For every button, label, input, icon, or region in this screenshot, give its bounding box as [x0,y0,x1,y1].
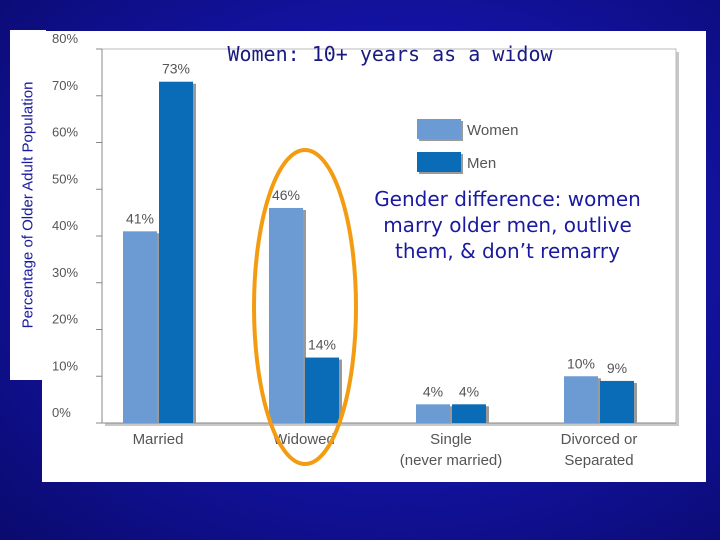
y-tick-label: 0% [52,405,71,420]
legend-label-men: Men [467,155,496,172]
y-tick-label: 40% [52,218,78,233]
legend-swatch-men [417,152,461,172]
bar-women [269,207,303,423]
chart-panel: 0% 10% 20% 30% 40% 50% 60% 70% 80% 41% 73% Married 4… [42,31,706,482]
widowed-highlight-ellipse [252,148,358,466]
annotation-widow-years: Women: 10+ years as a widow [227,42,553,66]
bar-chart: 0% 10% 20% 30% 40% 50% 60% 70% 80% 41% 73% Married 4… [52,31,679,469]
y-tick-label: 10% [52,358,78,373]
x-category-label: Widowed [273,431,335,448]
y-tick-label: 30% [52,265,78,280]
data-label-women: 46% [272,187,300,203]
y-tick-label: 80% [52,31,78,46]
x-category-label: Separated [564,452,633,469]
y-axis-title: Percentage of Older Adult Population [19,81,37,329]
bar-men [600,380,634,423]
data-label-men: 73% [162,61,190,77]
bar-women [416,404,450,423]
bar-men [159,81,193,423]
y-tick-label: 70% [52,78,78,93]
data-label-women: 4% [423,383,443,399]
x-category-label: (never married) [400,452,503,469]
annotation-gender-difference: Gender difference: women marry older men… [374,187,641,263]
plot-area [101,48,677,424]
y-tick-label: 60% [52,125,78,140]
data-label-men: 4% [459,383,479,399]
x-category-label: Divorced or [561,431,638,448]
y-tick-label: 50% [52,171,78,186]
data-label-women: 10% [567,355,595,371]
legend-label-women: Women [467,122,518,139]
x-category-label: Married [133,431,184,448]
bar-men [305,357,339,423]
y-tick-label: 20% [52,312,78,327]
data-label-men: 9% [607,360,627,376]
y-axis-title-box: Percentage of Older Adult Population [10,30,46,380]
bar-men [452,404,486,423]
bar-women [123,231,157,423]
bar-women [564,376,598,423]
data-label-women: 41% [126,210,154,226]
x-category-label: Single [430,431,472,448]
legend-swatch-women [417,119,461,139]
data-label-men: 14% [308,337,336,353]
